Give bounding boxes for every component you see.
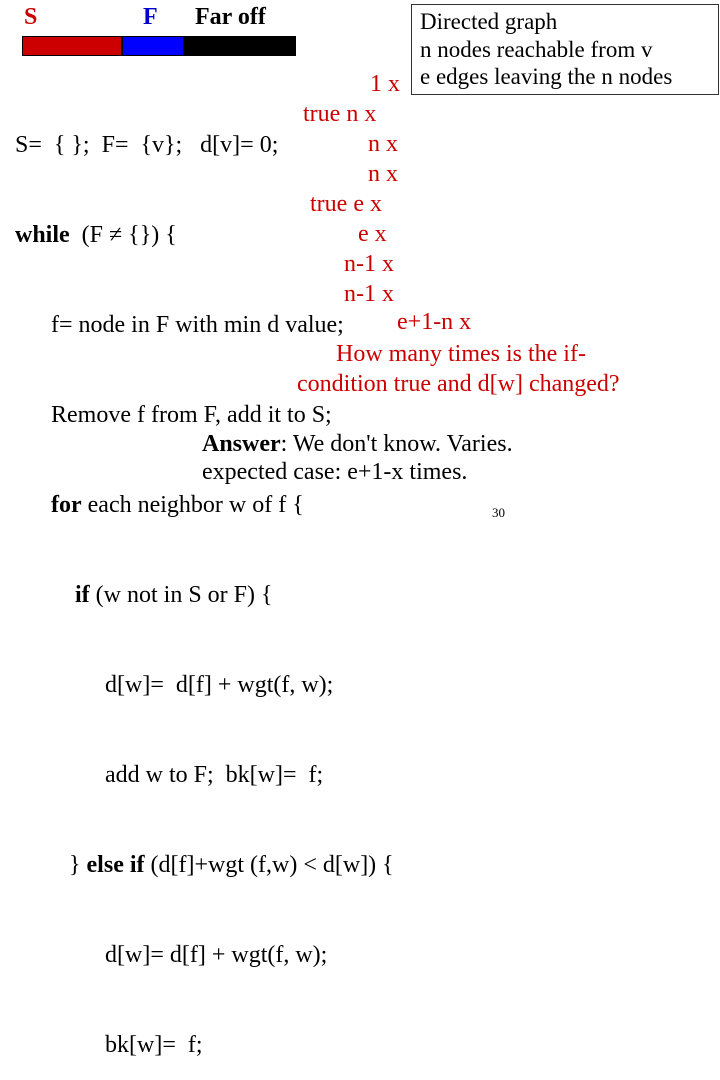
info-l2: n nodes reachable from v bbox=[420, 36, 710, 64]
ann-6: e x bbox=[358, 221, 387, 248]
answer-l2: expected case: e+1-x times. bbox=[202, 458, 513, 486]
label-far: Far off bbox=[195, 4, 266, 31]
code-l11: bk[w]= f; bbox=[15, 1030, 394, 1060]
answer-block: Answer: We don't know. Varies. expected … bbox=[202, 430, 513, 486]
ann-5: true e x bbox=[310, 191, 382, 218]
code-l3: f= node in F with min d value; bbox=[15, 310, 394, 340]
code-l5: for each neighbor w of f { bbox=[15, 490, 394, 520]
code-l1: S= { }; F= {v}; d[v]= 0; bbox=[15, 130, 394, 160]
code-l10: d[w]= d[f] + wgt(f, w); bbox=[15, 940, 394, 970]
answer-rest: : We don't know. Varies. bbox=[281, 431, 513, 457]
ann-8: n-1 x bbox=[344, 281, 394, 308]
ann-7: n-1 x bbox=[344, 251, 394, 278]
label-f: F bbox=[143, 4, 158, 31]
rect-far bbox=[184, 36, 296, 56]
code-l5b: each neighbor w of f { bbox=[82, 492, 304, 518]
kw-while: while bbox=[15, 222, 70, 248]
kw-elseif: else if bbox=[87, 852, 145, 878]
code-l9: } else if (d[f]+wgt (f,w) < d[w]) { bbox=[15, 850, 394, 880]
rect-f bbox=[122, 36, 184, 56]
code-l9c: (d[f]+wgt (f,w) < d[w]) { bbox=[145, 852, 394, 878]
label-s: S bbox=[24, 4, 37, 31]
answer-l1: Answer: We don't know. Varies. bbox=[202, 430, 513, 458]
ann-3: n x bbox=[368, 131, 398, 158]
code-l2b: (F ≠ {}) { bbox=[70, 222, 177, 248]
ann-4: n x bbox=[368, 161, 398, 188]
answer-label: Answer bbox=[202, 431, 281, 457]
kw-if: if bbox=[75, 582, 90, 608]
code-l2: while (F ≠ {}) { bbox=[15, 220, 394, 250]
info-l1: Directed graph bbox=[420, 8, 710, 36]
info-l3: e edges leaving the n nodes bbox=[420, 63, 710, 91]
rect-s bbox=[22, 36, 122, 56]
info-box: Directed graph n nodes reachable from v … bbox=[411, 4, 719, 95]
slide-number: 30 bbox=[492, 505, 505, 521]
question-l1: How many times is the if- bbox=[336, 341, 586, 368]
ann-2: true n x bbox=[303, 101, 376, 128]
code-l7: d[w]= d[f] + wgt(f, w); bbox=[15, 670, 394, 700]
code-l4: Remove f from F, add it to S; bbox=[15, 400, 394, 430]
code-l6b: (w not in S or F) { bbox=[90, 582, 273, 608]
code-l9a: } bbox=[15, 852, 81, 878]
question-l2: condition true and d[w] changed? bbox=[297, 371, 620, 398]
kw-for: for bbox=[51, 492, 82, 518]
ann-1: 1 x bbox=[370, 71, 400, 98]
code-l8: add w to F; bk[w]= f; bbox=[15, 760, 394, 790]
ann-9: e+1-n x bbox=[397, 309, 471, 336]
code-l6: if (w not in S or F) { bbox=[15, 580, 394, 610]
